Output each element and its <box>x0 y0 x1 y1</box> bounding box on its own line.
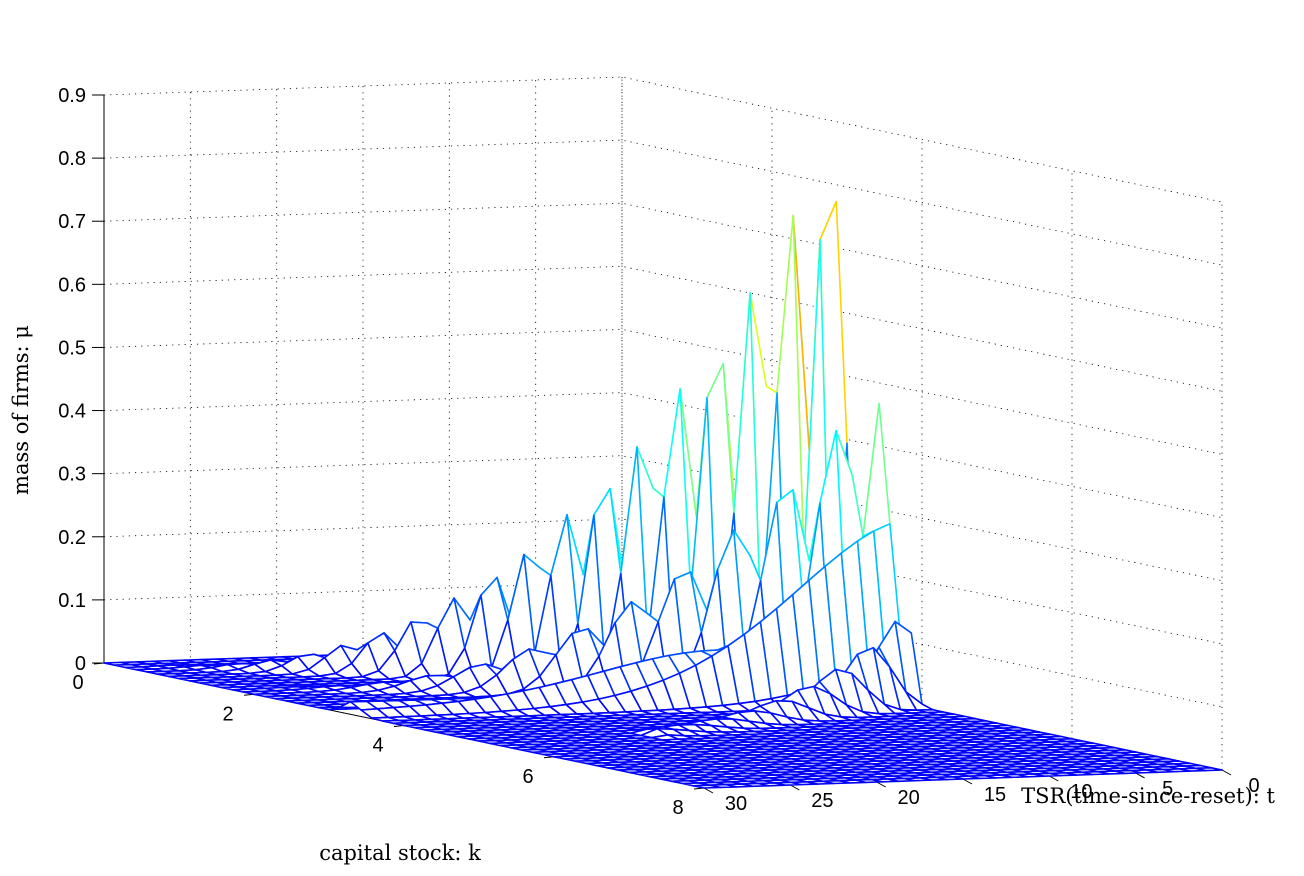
surface-face <box>692 784 722 789</box>
t-tick-label: 15 <box>984 784 1006 806</box>
t-tick-label: 30 <box>725 793 747 815</box>
k-tick-label: 4 <box>372 735 383 757</box>
grid-line-z <box>103 202 1223 329</box>
surface-face <box>862 402 891 537</box>
t-tick-label: 25 <box>811 790 833 812</box>
surface-mesh <box>103 200 1223 789</box>
grid-line-z <box>103 265 1223 392</box>
tick-labels: 0 2 4 6 8 0 5 10 15 20 25 30 0 0.1 0.2 0.3 0.4 0.5 0.6 0.7 0… <box>58 85 1259 819</box>
t-tick <box>876 781 886 788</box>
grid-line-z <box>103 139 1223 266</box>
y-axis-label: TSR(time-since-reset): t <box>1021 784 1275 808</box>
z-axis-label: mass of firms: μ <box>9 325 33 495</box>
k-tick-label: 8 <box>672 797 683 819</box>
z-tick-label: 0.5 <box>58 337 86 359</box>
t-tick <box>1135 772 1145 779</box>
z-tick-label: 0.4 <box>58 401 86 423</box>
grid-line-z <box>103 328 1223 455</box>
x-axis-label: capital stock: k <box>319 841 481 865</box>
z-tick-label: 0.3 <box>58 464 86 486</box>
k-tick-label: 2 <box>222 703 233 725</box>
z-tick-label: 0.2 <box>58 527 86 549</box>
t-tick-label: 0 <box>1248 775 1259 797</box>
k-tick-label: 6 <box>522 766 533 788</box>
z-tick-label: 0.1 <box>58 590 86 612</box>
z-tick-label: 0.7 <box>58 211 86 233</box>
t-tick-label: 20 <box>898 787 920 809</box>
z-tick-label: 0.8 <box>58 148 86 170</box>
t-tick-label: 10 <box>1070 781 1092 803</box>
t-tick <box>790 784 800 791</box>
k-tick-label: 0 <box>72 672 83 694</box>
t-tick <box>1049 775 1059 782</box>
t-tick <box>1221 769 1232 776</box>
t-tick-label: 5 <box>1162 778 1173 800</box>
z-tick-label: 0.9 <box>58 85 86 107</box>
t-tick <box>703 787 714 794</box>
z-tick-label: 0.6 <box>58 274 86 296</box>
z-tick-label: 0 <box>75 653 86 675</box>
grid-line-z <box>103 76 1223 203</box>
t-tick <box>962 778 973 785</box>
